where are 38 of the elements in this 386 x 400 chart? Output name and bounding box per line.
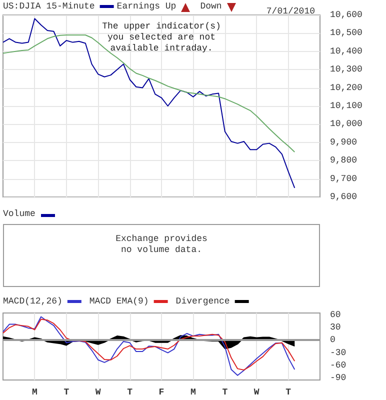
- line-series: [2, 18, 296, 188]
- annotation: The upper indicator(s) you selected are not available intraday.: [102, 22, 221, 54]
- y-tick-label: 0: [330, 335, 336, 346]
- y-tick-label: 9,600: [330, 192, 358, 202]
- y-tick-label: 10,600: [330, 10, 362, 20]
- y-tick-label: 60: [330, 310, 341, 320]
- text: Volume: [3, 209, 36, 220]
- y-tick-label: 10,300: [330, 64, 362, 75]
- y-tick-label: 10,500: [330, 28, 362, 38]
- x-tick-label: T: [127, 388, 134, 398]
- x-tick-label: W: [254, 388, 260, 398]
- y-tick-label: -60: [330, 360, 346, 370]
- x-tick-label: M: [32, 388, 38, 398]
- y-tick-label: 10,400: [330, 46, 362, 56]
- legend-label: Divergence: [176, 296, 230, 306]
- x-tick-label: T: [64, 388, 70, 398]
- y-tick-label: -90: [330, 372, 346, 383]
- x-tick-label: F: [158, 388, 164, 398]
- legend-label: US:DJIA 15-Minute: [2, 2, 95, 12]
- y-tick-label: 10,200: [330, 82, 362, 93]
- legend-label: MACD EMA(9): [89, 296, 149, 306]
- text: Down: [200, 2, 222, 12]
- y-tick-label: 10,100: [330, 101, 362, 111]
- y-tick-label: -30: [330, 348, 346, 358]
- line-series: [2, 34, 296, 153]
- x-tick-label: M: [190, 388, 196, 398]
- y-tick-label: 9,700: [330, 174, 358, 184]
- x-tick-label: T: [286, 388, 292, 398]
- x-tick-label: T: [222, 388, 228, 398]
- text: Earnings Up: [116, 2, 176, 12]
- y-tick-label: 30: [330, 322, 341, 333]
- text: Exchange provides no volume data.: [114, 234, 208, 256]
- x-tick-label: W: [95, 388, 102, 398]
- y-tick-label: 9,800: [330, 156, 358, 166]
- y-tick-label: 10,000: [330, 119, 362, 130]
- chart-subtitle: 7/01/2010: [266, 6, 315, 16]
- y-tick-label: 9,900: [330, 137, 358, 148]
- legend-label: MACD(12,26): [2, 296, 62, 306]
